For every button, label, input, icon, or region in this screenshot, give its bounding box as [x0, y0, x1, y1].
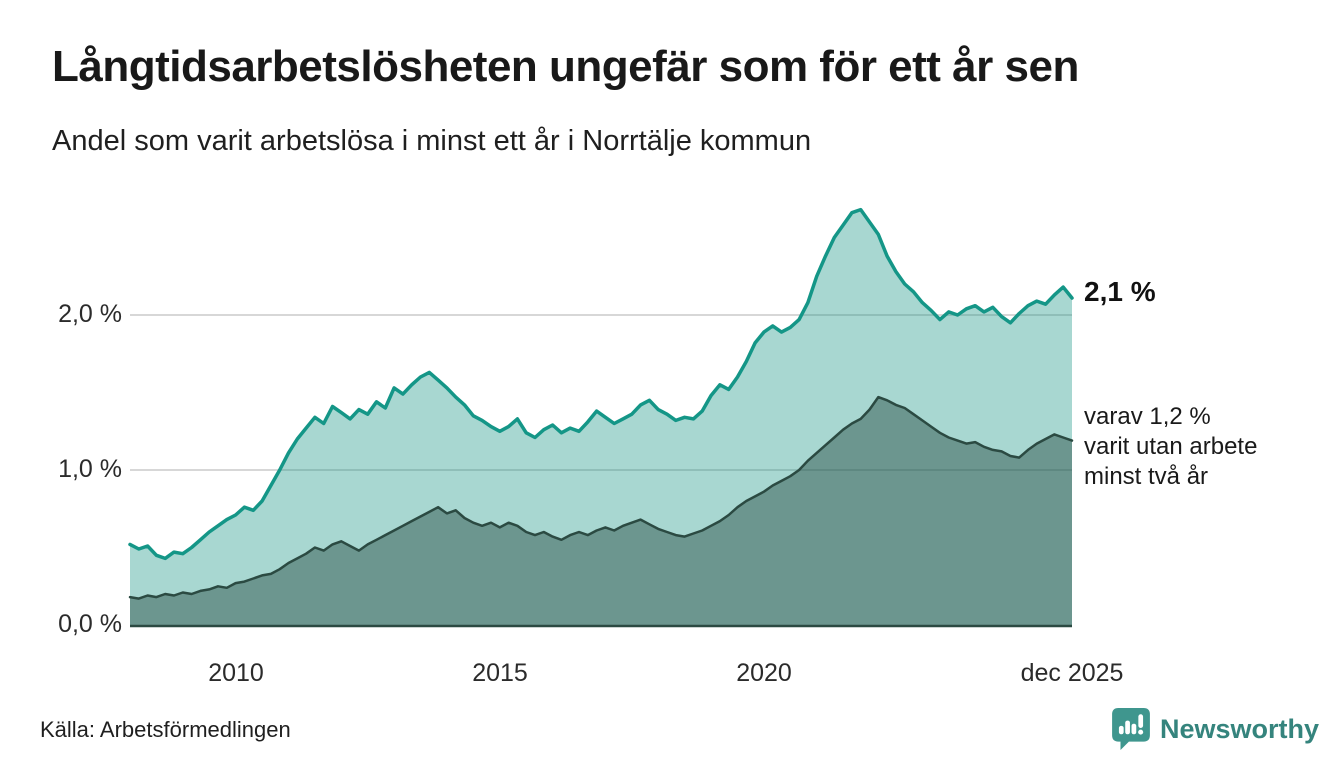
page-title: Långtidsarbetslösheten ungefär som för e… [52, 42, 1079, 91]
annotation-line: varit utan arbete [1084, 433, 1258, 460]
x-tick-label: dec 2025 [1020, 659, 1124, 687]
chart-subtitle: Andel som varit arbetslösa i minst ett å… [52, 125, 812, 157]
x-tick-label: 2010 [208, 659, 264, 687]
source-note: Källa: Arbetsförmedlingen [40, 717, 291, 742]
line-minst-tva-ar [128, 395, 1074, 600]
area-minst-ett-ar [130, 209, 1072, 625]
newsworthy-wordmark: Newsworthy [1160, 713, 1320, 744]
newsworthy-bubble-chart-icon [1112, 708, 1150, 750]
x-tick-label: 2020 [736, 659, 792, 687]
x-tick-label: 2015 [472, 659, 528, 687]
latest-value-label: 2,1 % [1084, 276, 1156, 307]
newsworthy-logo[interactable]: Newsworthy [1112, 708, 1319, 750]
area-minst-tva-ar [130, 397, 1072, 625]
y-tick-label: 2,0 % [58, 300, 122, 328]
secondary-series-annotation: varav 1,2 % varit utan arbete minst två … [1084, 402, 1257, 492]
y-tick-label: 0,0 % [58, 610, 122, 638]
annotation-line: minst två år [1084, 463, 1209, 490]
y-tick-label: 1,0 % [58, 455, 122, 483]
line-minst-ett-ar [128, 207, 1074, 561]
annotation-line: varav 1,2 % [1084, 403, 1211, 430]
